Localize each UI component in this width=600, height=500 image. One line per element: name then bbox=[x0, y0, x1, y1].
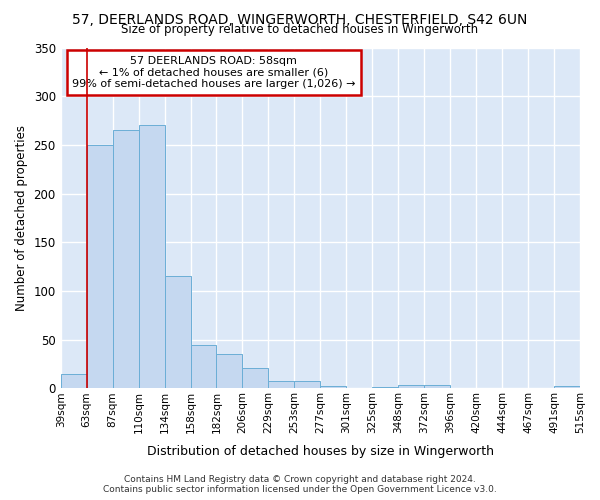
Bar bbox=[372, 386, 398, 388]
Text: Contains HM Land Registry data © Crown copyright and database right 2024.
Contai: Contains HM Land Registry data © Crown c… bbox=[103, 474, 497, 494]
Bar bbox=[320, 386, 346, 388]
Bar bbox=[113, 130, 139, 388]
Bar bbox=[398, 384, 424, 388]
Bar bbox=[139, 126, 164, 388]
Bar bbox=[268, 380, 295, 388]
X-axis label: Distribution of detached houses by size in Wingerworth: Distribution of detached houses by size … bbox=[147, 444, 494, 458]
Bar bbox=[164, 276, 191, 388]
Bar bbox=[424, 384, 450, 388]
Text: 57, DEERLANDS ROAD, WINGERWORTH, CHESTERFIELD, S42 6UN: 57, DEERLANDS ROAD, WINGERWORTH, CHESTER… bbox=[73, 12, 527, 26]
Bar bbox=[242, 368, 268, 388]
Y-axis label: Number of detached properties: Number of detached properties bbox=[15, 125, 28, 311]
Bar bbox=[86, 145, 113, 388]
Text: 57 DEERLANDS ROAD: 58sqm
← 1% of detached houses are smaller (6)
99% of semi-det: 57 DEERLANDS ROAD: 58sqm ← 1% of detache… bbox=[72, 56, 356, 89]
Bar bbox=[217, 354, 242, 388]
Bar bbox=[61, 374, 86, 388]
Bar bbox=[191, 344, 217, 389]
Text: Size of property relative to detached houses in Wingerworth: Size of property relative to detached ho… bbox=[121, 24, 479, 36]
Bar bbox=[295, 380, 320, 388]
Bar bbox=[554, 386, 580, 388]
